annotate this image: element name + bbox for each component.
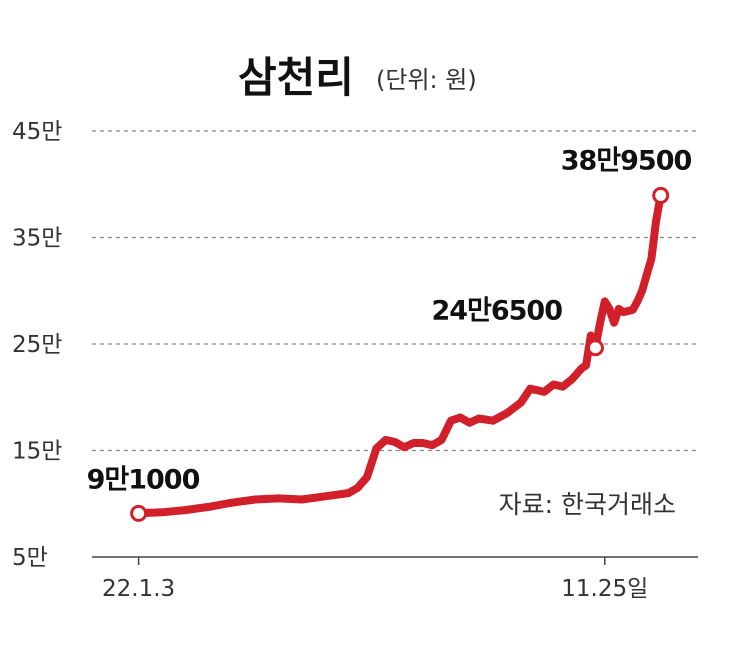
x-tick-label: 11.25일 bbox=[561, 576, 648, 602]
y-tick-label: 45만 bbox=[12, 119, 62, 145]
x-tick-label: 22.1.3 bbox=[102, 576, 175, 602]
annotation-label: 38만9500 bbox=[561, 145, 692, 176]
y-tick-label: 5만 bbox=[12, 545, 48, 571]
annotation-markers bbox=[130, 186, 670, 522]
gridlines bbox=[92, 130, 698, 452]
annotation-marker bbox=[130, 504, 148, 522]
annotation-marker bbox=[586, 339, 604, 357]
annotation-labels: 9만1000 24만6500 38만9500 bbox=[87, 145, 693, 495]
chart-title: 삼천리 bbox=[238, 53, 354, 102]
source-label: 자료: 한국거래소 bbox=[499, 490, 676, 519]
annotation-marker bbox=[652, 186, 670, 204]
chart-unit-label: (단위: 원) bbox=[376, 66, 477, 94]
y-tick-label: 15만 bbox=[12, 439, 62, 465]
series-line bbox=[134, 191, 665, 518]
annotation-label: 9만1000 bbox=[87, 464, 200, 495]
x-axis-ticks: 22.1.3 11.25일 bbox=[102, 557, 648, 602]
y-tick-label: 35만 bbox=[12, 226, 62, 252]
y-tick-label: 25만 bbox=[12, 332, 62, 358]
y-axis-ticks: 5만 15만 25만 35만 45만 bbox=[12, 119, 62, 571]
annotation-label: 24만6500 bbox=[431, 296, 562, 327]
